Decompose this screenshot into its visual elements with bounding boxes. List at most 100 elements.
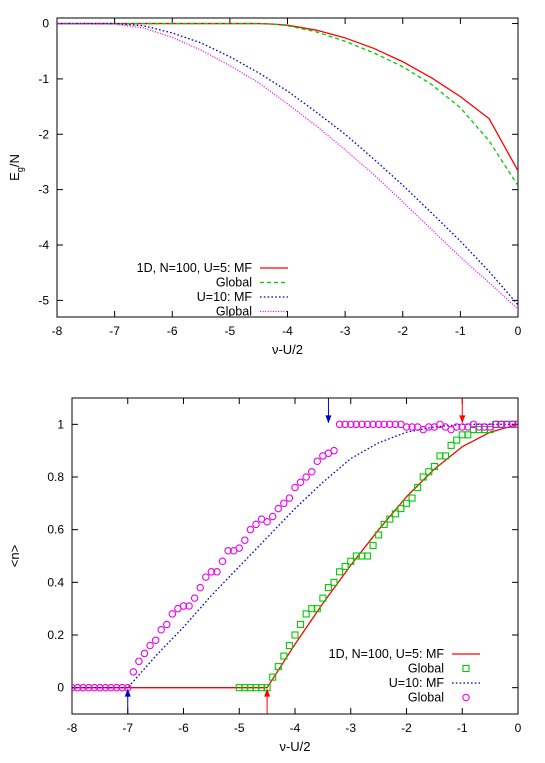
series-4-point [508,420,517,429]
y-tick-label: 1 [57,417,64,431]
x-tick-label: -4 [290,721,301,735]
series-2-point [414,483,422,492]
series-group [57,22,518,310]
y-axis-label: Eg/N [7,154,25,181]
series-4-point [96,683,104,692]
series-4-point [458,423,466,431]
chart-panel-2: -8 -7 -6 -5 -4 -3 -2 -1 0 0 0.2 0.4 0.6 0.8 1 ν-U/2 <n> 1… [7,397,522,754]
y-tick-label: -4 [38,238,49,252]
series-4-point [107,683,115,692]
series-1-line [72,423,518,689]
legend-label: 1D, N=100, U=5: MF [137,261,253,275]
plot-frame [56,17,519,318]
series-2-point [402,499,411,507]
y-tick-label: 0 [57,681,64,695]
y-tick-label: 0 [42,17,49,31]
series-2-point [464,431,472,439]
series-4-point [335,420,344,429]
legend-label: U=10: MF [197,290,253,304]
series-2-point [285,641,293,650]
series-4-point [151,636,160,645]
series-4-point [313,457,322,465]
series-4-point [358,420,366,429]
series-4-point [224,546,232,555]
y-tick-label: -5 [38,293,49,307]
series-4-point [352,420,361,429]
series-4-point [72,683,76,692]
chart-panel-1: -8 -7 -6 -5 -4 -3 -2 -1 0 0 -1 -2 -3 -4 -5 ν-U/2 Eg/N 1D,… [7,17,522,357]
series-2-point [363,552,372,560]
series-4-point [263,518,271,526]
series-4-point [369,420,377,429]
y-tick-label: -1 [38,72,49,86]
series-4-point [118,683,126,692]
legend-label: U=10: MF [389,676,445,690]
series-4-point [246,525,255,534]
legend-label: Global [216,276,252,290]
series-4-point [480,423,489,431]
series-2-point [280,652,288,660]
series-2-point [441,452,450,460]
x-tick-label: -2 [401,721,412,735]
x-tick-label: -7 [109,324,120,338]
marker-arrow-2 [325,398,332,424]
series-4-point [157,625,165,634]
x-tick-label: -4 [282,324,293,338]
series-2-point [447,441,455,449]
x-tick-label: 0 [515,721,522,735]
series-2-point [347,557,355,565]
x-tick-label: -6 [178,721,189,735]
plot-frame [71,397,519,715]
series-4-point [213,568,221,576]
series-4-point [190,594,199,602]
x-tick-label: -2 [397,324,408,338]
x-tick-label: 0 [515,324,522,338]
series-4-point [302,473,310,481]
series-4-point [79,683,87,692]
series-4-point [514,420,518,429]
series-4-point [425,423,433,431]
legend-swatch [462,693,470,702]
series-2-point [302,610,310,618]
x-tick-label: -5 [225,324,236,338]
y-tick-label: 0.8 [47,470,64,484]
legend-label: Global [408,662,444,676]
y-tick-label: -2 [38,127,49,141]
series-4-point [241,536,249,544]
series-3-line [72,423,518,689]
series-4-point [280,499,288,508]
series-2-point [391,510,399,518]
x-tick-label: -8 [67,721,78,735]
marker-arrow-4 [459,398,466,424]
series-4-point [168,610,177,618]
y-tick-label: 0.4 [47,575,64,589]
series-4-point [146,641,154,650]
series-2-point [425,468,433,476]
series-4-point [380,420,388,429]
series-2-point [319,594,327,602]
series-4-point [101,683,110,692]
x-axis-label: ν-U/2 [279,739,310,754]
legend-label: Global [408,691,444,705]
series-4-point [112,683,121,692]
series-2-point [386,515,394,523]
series-4-line [57,22,518,310]
series-4-point [235,544,244,552]
arrow-head [459,415,466,424]
series-4-point [503,420,511,429]
y-axis-label-tail: /N [7,154,22,167]
x-tick-label: -3 [345,721,356,735]
series-2-point [453,436,461,444]
series-2-point [419,473,427,481]
y-tick-label: 0.2 [47,628,64,642]
series-2-point [408,494,416,502]
series-4-point [452,423,461,431]
x-tick-label: -3 [340,324,351,338]
x-tick-label: -7 [122,721,133,735]
series-4-point [196,583,204,592]
series-4-point [90,683,99,692]
series-2-line [57,22,518,187]
legend-label: 1D, N=100, U=5: MF [329,647,445,661]
